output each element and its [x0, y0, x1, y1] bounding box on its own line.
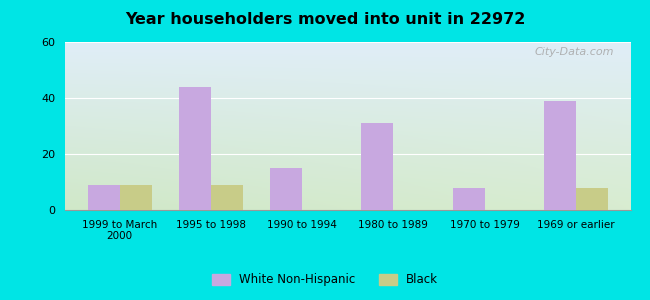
Bar [576, 188, 608, 210]
Bar [361, 123, 393, 210]
Bar [120, 185, 151, 210]
Bar [179, 87, 211, 210]
Legend: White Non-Hispanic, Black: White Non-Hispanic, Black [207, 269, 443, 291]
Text: City-Data.com: City-Data.com [534, 47, 614, 57]
Bar [452, 188, 484, 210]
Bar [88, 185, 120, 210]
Bar [270, 168, 302, 210]
Bar [211, 185, 243, 210]
Bar [544, 101, 576, 210]
Text: Year householders moved into unit in 22972: Year householders moved into unit in 229… [125, 12, 525, 27]
